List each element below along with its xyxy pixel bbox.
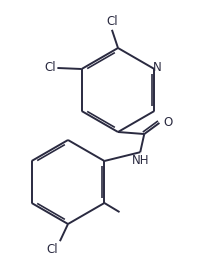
Text: Cl: Cl xyxy=(44,61,56,75)
Text: N: N xyxy=(153,61,161,75)
Text: NH: NH xyxy=(132,154,149,167)
Text: Cl: Cl xyxy=(106,15,118,28)
Text: O: O xyxy=(164,116,173,129)
Text: Cl: Cl xyxy=(46,243,58,256)
